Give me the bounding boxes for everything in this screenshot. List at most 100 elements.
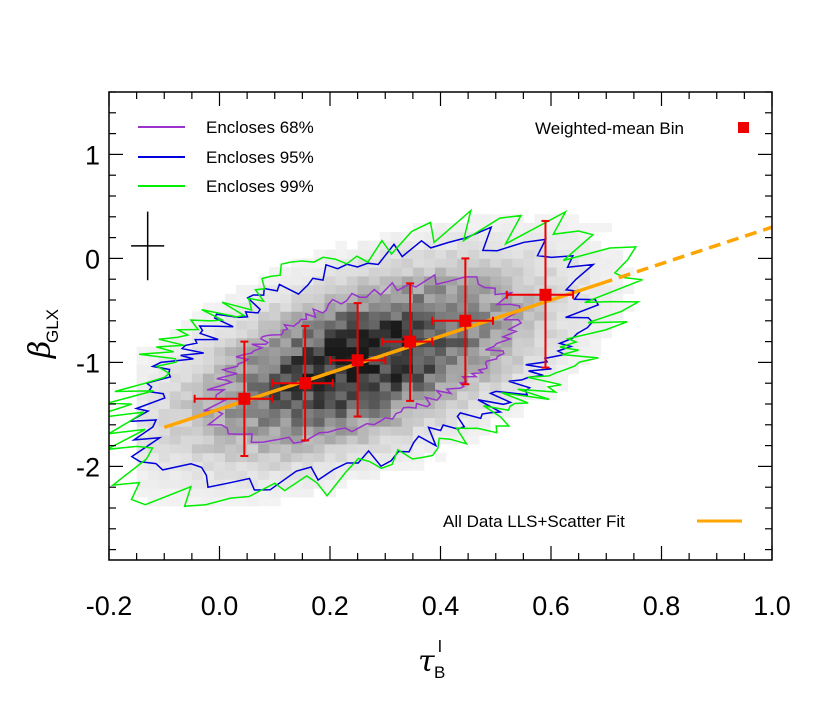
density-cell	[390, 320, 403, 330]
density-cell	[346, 249, 359, 259]
density-cell	[236, 329, 248, 339]
density-cell	[357, 391, 370, 401]
density-cell	[479, 417, 491, 427]
density-cell	[390, 426, 403, 436]
density-cell	[280, 426, 292, 436]
density-cell	[468, 435, 480, 445]
density-cell	[335, 382, 347, 392]
density-cell	[169, 470, 182, 480]
density-cell	[567, 320, 579, 330]
density-cell	[468, 338, 480, 348]
density-cell	[147, 479, 160, 489]
density-cell	[622, 267, 635, 277]
density-cell	[545, 249, 557, 259]
density-cell	[545, 338, 557, 348]
density-cell	[258, 470, 270, 480]
x-tick-label: 0.4	[422, 591, 460, 621]
density-cell	[468, 355, 480, 365]
density-cell	[446, 293, 458, 303]
density-cell	[401, 364, 414, 374]
density-cell	[457, 364, 469, 374]
density-cell	[556, 267, 568, 277]
density-cell	[611, 302, 624, 312]
density-cell	[490, 355, 502, 365]
density-cell	[357, 293, 370, 303]
density-cell	[435, 382, 447, 392]
density-cell	[545, 240, 557, 250]
density-cell	[313, 276, 325, 286]
x-axis-title-main: τ	[418, 644, 435, 679]
density-cell	[346, 399, 359, 409]
density-cell	[247, 399, 259, 409]
density-cell	[468, 293, 480, 303]
density-cell	[202, 426, 215, 436]
density-cell	[600, 320, 613, 330]
density-cell	[269, 408, 281, 418]
density-cell	[169, 461, 182, 471]
density-cell	[258, 408, 270, 418]
density-cell	[435, 364, 447, 374]
density-cell	[269, 338, 281, 348]
density-cell	[191, 417, 204, 427]
density-cell	[269, 346, 281, 356]
density-cell	[335, 338, 347, 348]
density-cell	[280, 479, 292, 489]
density-cell	[468, 391, 480, 401]
density-cell	[269, 497, 281, 507]
density-cell	[169, 399, 182, 409]
density-cell	[180, 470, 193, 480]
density-cell	[280, 355, 292, 365]
density-cell	[457, 302, 469, 312]
density-cell	[346, 320, 359, 330]
legend-label-95: Encloses 95%	[206, 148, 314, 167]
density-cell	[578, 258, 590, 268]
density-cell	[379, 329, 392, 339]
density-cell	[225, 408, 237, 418]
density-cell	[335, 479, 347, 489]
density-cell	[512, 399, 524, 409]
density-cell	[169, 435, 182, 445]
density-cell	[457, 435, 469, 445]
density-cell	[435, 223, 447, 233]
density-cell	[258, 329, 270, 339]
x-tick-label: -0.2	[86, 591, 133, 621]
density-cell	[147, 426, 160, 436]
density-cell	[280, 329, 292, 339]
density-cell	[258, 435, 270, 445]
density-cell	[236, 364, 248, 374]
density-cell	[423, 382, 436, 392]
density-cell	[346, 276, 359, 286]
density-cell	[589, 276, 602, 286]
density-cell	[302, 488, 314, 498]
density-cell	[479, 267, 491, 277]
density-cell	[468, 231, 480, 242]
density-cell	[468, 267, 480, 277]
density-cell	[258, 338, 270, 348]
density-cell	[302, 444, 314, 454]
density-cell	[313, 249, 325, 259]
density-cell	[523, 329, 535, 339]
density-cell	[291, 311, 303, 321]
density-cell	[368, 338, 381, 348]
density-cell	[346, 338, 359, 348]
density-cell	[600, 293, 613, 303]
density-cell	[523, 223, 535, 233]
density-cell	[236, 479, 248, 489]
density-cell	[589, 223, 602, 233]
density-cell	[390, 452, 403, 463]
density-cell	[468, 364, 480, 374]
density-cell	[324, 399, 336, 409]
density-cell	[291, 284, 303, 295]
density-cell	[523, 284, 535, 295]
density-cell	[335, 311, 347, 321]
density-cell	[423, 223, 436, 233]
density-cell	[280, 435, 292, 445]
density-cell	[136, 346, 149, 356]
density-cell	[490, 258, 502, 268]
density-cell	[357, 382, 370, 392]
density-cell	[302, 391, 314, 401]
density-cell	[180, 408, 193, 418]
density-cell	[280, 444, 292, 454]
density-cell	[589, 284, 602, 295]
density-cell	[147, 488, 160, 498]
